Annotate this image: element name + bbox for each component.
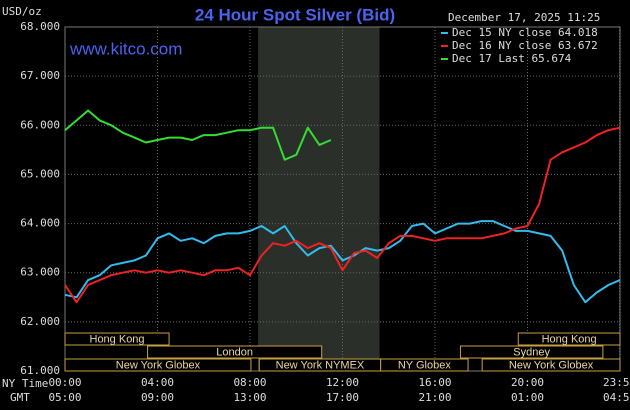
session-label: New York NYMEX bbox=[276, 359, 365, 371]
gmt-tick-label: 21:00 bbox=[418, 391, 451, 404]
legend-label: Dec 15 NY close 64.018 bbox=[452, 26, 598, 39]
y-axis-label: USD/oz bbox=[2, 5, 42, 18]
session-bar bbox=[481, 358, 621, 372]
shaded-range bbox=[258, 27, 380, 371]
x-tick-label: 23:59 bbox=[603, 376, 630, 389]
y-tick-label: 67.000 bbox=[20, 69, 60, 82]
y-tick-label: 63.000 bbox=[20, 266, 60, 279]
chart-title: 24 Hour Spot Silver (Bid) bbox=[195, 5, 395, 24]
series-line bbox=[64, 109, 332, 161]
gmt-tick-label: 05:00 bbox=[48, 391, 81, 404]
x-tick-label: 20:00 bbox=[511, 376, 544, 389]
y-tick-label: 66.000 bbox=[20, 118, 60, 131]
gmt-tick-label: 09:00 bbox=[141, 391, 174, 404]
gmt-tick-label: 13:00 bbox=[233, 391, 266, 404]
session-bar bbox=[64, 358, 252, 372]
session-label: New York Globex bbox=[509, 359, 594, 371]
session-bar bbox=[64, 332, 170, 346]
session-bar bbox=[459, 345, 604, 359]
y-tick-label: 64.000 bbox=[20, 217, 60, 230]
y-tick-label: 62.000 bbox=[20, 315, 60, 328]
legend-label: Dec 17 Last 65.674 bbox=[452, 52, 572, 65]
session-bar bbox=[517, 332, 621, 346]
session-bar bbox=[147, 345, 323, 359]
y-tick-label: 61.000 bbox=[20, 364, 60, 377]
gmt-tick-label: 01:00 bbox=[511, 391, 544, 404]
series-line bbox=[64, 126, 621, 304]
session-bar bbox=[380, 358, 469, 372]
x-tick-label: 16:00 bbox=[418, 376, 451, 389]
x-tick-label: 08:00 bbox=[233, 376, 266, 389]
session-label: NY Globex bbox=[398, 359, 451, 371]
session-label: Sydney bbox=[513, 346, 550, 358]
legend-label: Dec 16 NY close 63.672 bbox=[452, 39, 598, 52]
series-line bbox=[64, 220, 621, 304]
gmt-tick-label: 04:59 bbox=[603, 391, 630, 404]
y-tick-label: 65.000 bbox=[20, 167, 60, 180]
gmt-tick-label: 17:00 bbox=[326, 391, 359, 404]
x-tick-label: 12:00 bbox=[326, 376, 359, 389]
session-label: New York Globex bbox=[116, 359, 201, 371]
y-tick-label: 68.000 bbox=[20, 20, 60, 33]
session-label: London bbox=[216, 346, 253, 358]
session-label: Hong Kong bbox=[90, 333, 145, 345]
watermark: www.kitco.com bbox=[69, 39, 182, 58]
x-tick-label: 04:00 bbox=[141, 376, 174, 389]
x-tick-label: 00:00 bbox=[48, 376, 81, 389]
session-label: Hong Kong bbox=[542, 333, 597, 345]
ny-time-label: NY Time bbox=[2, 377, 48, 390]
timestamp: December 17, 2025 11:25 bbox=[448, 11, 600, 24]
gmt-label: GMT bbox=[10, 391, 30, 404]
